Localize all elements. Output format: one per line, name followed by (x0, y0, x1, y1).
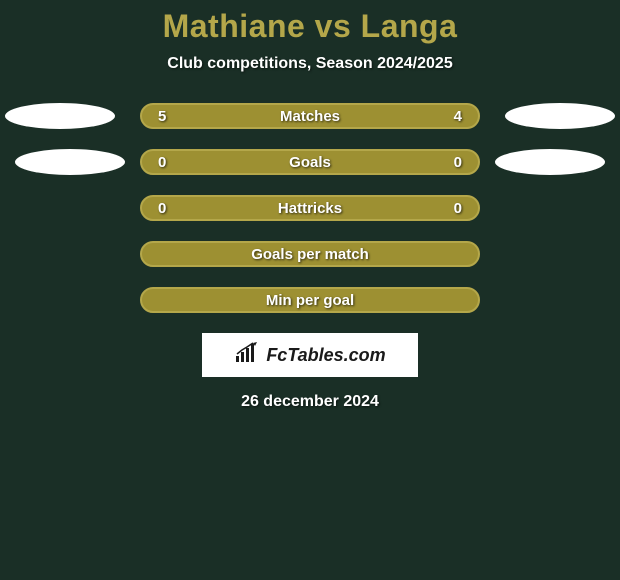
stat-label: Hattricks (278, 200, 342, 217)
left-marker (5, 103, 115, 129)
stat-row-goals: 0 Goals 0 (0, 149, 620, 175)
stat-label: Goals (289, 154, 331, 171)
left-marker (15, 149, 125, 175)
comparison-widget: Mathiane vs Langa Club competitions, Sea… (0, 0, 620, 411)
logo-box[interactable]: FcTables.com (202, 333, 418, 377)
page-title: Mathiane vs Langa (0, 8, 620, 45)
right-marker (495, 149, 605, 175)
stat-row-goals-per-match: Goals per match (0, 241, 620, 267)
stat-left-value: 5 (158, 108, 178, 125)
subtitle: Club competitions, Season 2024/2025 (0, 55, 620, 73)
stat-row-matches: 5 Matches 4 (0, 103, 620, 129)
logo-text: FcTables.com (266, 345, 385, 366)
stat-bar: Goals per match (140, 241, 480, 267)
stat-bar: 0 Hattricks 0 (140, 195, 480, 221)
stat-row-min-per-goal: Min per goal (0, 287, 620, 313)
stat-bar: 5 Matches 4 (140, 103, 480, 129)
stat-right-value: 4 (442, 108, 462, 125)
stat-bar: Min per goal (140, 287, 480, 313)
chart-icon (234, 342, 260, 369)
right-marker (505, 103, 615, 129)
stat-left-value: 0 (158, 154, 178, 171)
date-text: 26 december 2024 (0, 393, 620, 411)
stat-label: Matches (280, 108, 340, 125)
stat-row-hattricks: 0 Hattricks 0 (0, 195, 620, 221)
stat-bar: 0 Goals 0 (140, 149, 480, 175)
stat-right-value: 0 (442, 154, 462, 171)
stat-right-value: 0 (442, 200, 462, 217)
stat-label: Min per goal (266, 292, 354, 309)
stat-left-value: 0 (158, 200, 178, 217)
stat-label: Goals per match (251, 246, 369, 263)
